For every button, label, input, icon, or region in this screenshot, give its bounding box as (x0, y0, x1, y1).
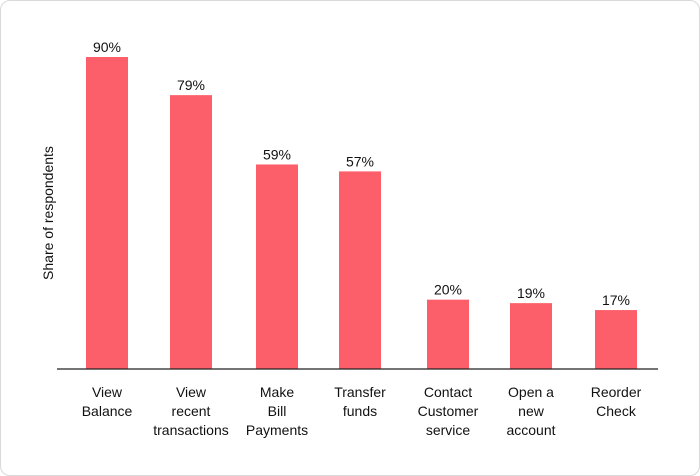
data-label-2: 59% (263, 146, 291, 162)
bar-3 (339, 171, 381, 369)
x-tick-line: new (518, 403, 545, 419)
x-tick-line: service (426, 422, 471, 438)
data-label-1: 79% (177, 77, 205, 93)
data-label-4: 20% (434, 282, 462, 298)
x-tick-line: recent (172, 403, 211, 419)
bar-4 (427, 299, 469, 369)
bar-0 (86, 57, 128, 369)
bar-6 (595, 310, 637, 369)
x-tick-line: Payments (246, 422, 308, 438)
bar-1 (170, 95, 212, 369)
data-labels-group: 90% 79% 59% 57% 20% 19% 17% (93, 39, 630, 308)
x-tick-label-1: View recent transactions (153, 384, 228, 438)
x-tick-line: transactions (153, 422, 228, 438)
data-label-5: 19% (517, 285, 545, 301)
x-tick-line: funds (343, 403, 377, 419)
x-tick-label-3: Transfer funds (334, 384, 386, 419)
bar-2 (256, 164, 298, 369)
x-tick-line: Check (596, 403, 637, 419)
bar-5 (510, 303, 552, 369)
x-tick-labels-group: View Balance View recent transactions Make Bil… (82, 384, 642, 438)
x-tick-line: Transfer (334, 384, 386, 400)
x-tick-line: Bill (268, 403, 287, 419)
x-tick-line: Balance (82, 403, 133, 419)
x-tick-line: Contact (424, 384, 472, 400)
x-tick-line: View (92, 384, 123, 400)
y-axis-label: Share of respondents (40, 146, 56, 280)
x-tick-line: Reorder (591, 384, 642, 400)
x-tick-line: View (176, 384, 207, 400)
data-label-0: 90% (93, 39, 121, 55)
x-tick-line: Make (260, 384, 294, 400)
x-tick-label-6: Reorder Check (591, 384, 642, 419)
x-tick-label-5: Open a new account (506, 384, 555, 438)
x-tick-line: Customer (418, 403, 479, 419)
x-tick-line: Open a (508, 384, 554, 400)
x-tick-label-2: Make Bill Payments (246, 384, 308, 438)
x-tick-label-0: View Balance (82, 384, 133, 419)
data-label-6: 17% (602, 292, 630, 308)
bars-group (86, 57, 637, 369)
data-label-3: 57% (346, 153, 374, 169)
x-tick-label-4: Contact Customer service (418, 384, 479, 438)
x-tick-line: account (506, 422, 555, 438)
